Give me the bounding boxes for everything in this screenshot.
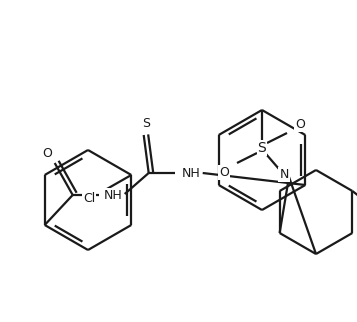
Text: NH: NH — [103, 188, 122, 202]
Text: Cl: Cl — [83, 193, 95, 205]
Text: NH: NH — [181, 166, 200, 179]
Text: O: O — [295, 118, 305, 130]
Text: N: N — [279, 167, 289, 181]
Text: S: S — [258, 141, 266, 155]
Text: O: O — [42, 147, 52, 159]
Text: O: O — [219, 166, 229, 178]
Text: S: S — [142, 117, 150, 129]
